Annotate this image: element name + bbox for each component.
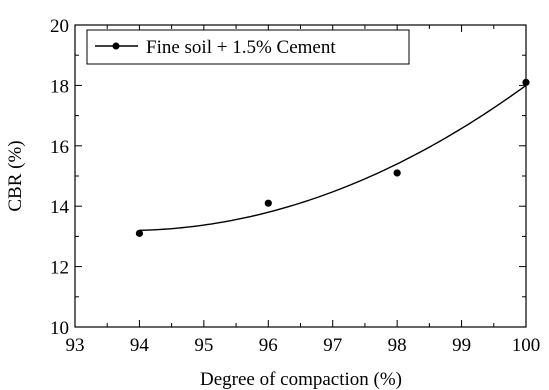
ticks-layer: 93 94 95 96 97 98 99 100 10 12 14 16 18 20 bbox=[50, 16, 540, 356]
trend-curve-layer bbox=[139, 84, 527, 232]
legend-marker bbox=[112, 42, 120, 50]
legend-label: Fine soil + 1.5% Cement bbox=[146, 37, 336, 58]
data-point bbox=[135, 229, 144, 237]
x-axis-title: Degree of compaction (%) bbox=[200, 369, 402, 390]
x-tick-label: 96 bbox=[259, 335, 278, 356]
trend-curve bbox=[139, 84, 527, 232]
y-tick-label: 14 bbox=[50, 197, 70, 218]
x-tick-label: 97 bbox=[323, 335, 342, 356]
x-tick-label: 95 bbox=[194, 335, 213, 356]
data-point bbox=[264, 199, 272, 207]
plot-frame bbox=[74, 24, 527, 328]
y-tick-label: 16 bbox=[50, 137, 69, 158]
legend: Fine soil + 1.5% Cement bbox=[86, 29, 410, 65]
x-tick-label: 100 bbox=[512, 335, 541, 356]
data-points-layer bbox=[135, 78, 530, 237]
x-tick-label: 94 bbox=[130, 335, 150, 356]
y-axis-title: CBR (%) bbox=[5, 140, 26, 211]
data-point bbox=[393, 169, 401, 177]
y-tick-label: 10 bbox=[50, 318, 69, 339]
y-tick-label: 20 bbox=[50, 16, 69, 37]
y-tick-label: 18 bbox=[50, 76, 69, 97]
legend-box bbox=[86, 29, 410, 65]
y-tick-label: 12 bbox=[50, 258, 69, 279]
x-tick-label: 93 bbox=[66, 335, 85, 356]
x-tick-label: 99 bbox=[452, 335, 471, 356]
x-tick-label: 98 bbox=[388, 335, 407, 356]
